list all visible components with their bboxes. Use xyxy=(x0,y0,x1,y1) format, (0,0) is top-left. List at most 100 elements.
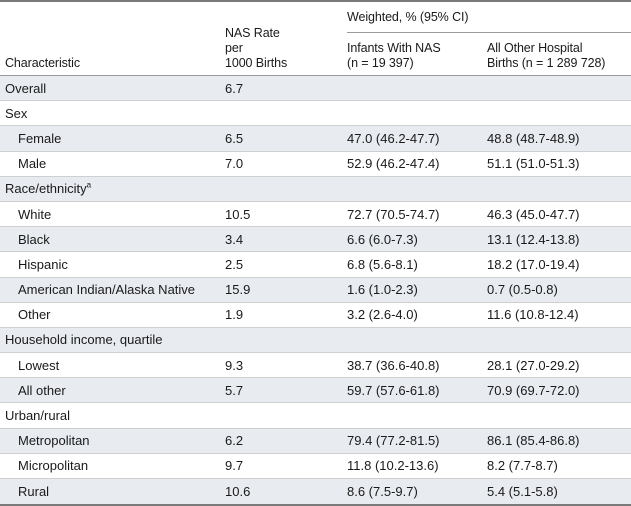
other-births-cell: 70.9 (69.7-72.0) xyxy=(487,377,631,404)
infants-nas-cell: 52.9 (46.2-47.4) xyxy=(347,151,487,177)
other-births-cell: 8.2 (7.7-8.7) xyxy=(487,453,631,480)
row-label-cell: Household income, quartile xyxy=(0,327,225,354)
nas-rate-cell: 2.5 xyxy=(225,251,347,278)
table-row: Urban/rural xyxy=(0,402,631,429)
table-row: Rural 10.6 8.6 (7.5-9.7) 5.4 (5.1-5.8) xyxy=(0,478,631,504)
row-label-cell: Other xyxy=(0,302,225,328)
row-label-cell: Micropolitan xyxy=(0,453,225,480)
row-label: Lowest xyxy=(18,357,60,373)
row-label: Female xyxy=(18,130,62,146)
row-label-cell: All other xyxy=(0,377,225,404)
row-label-cell: Hispanic xyxy=(0,251,225,278)
other-births-cell: 13.1 (12.4-13.8) xyxy=(487,226,631,253)
footnote-marker: a xyxy=(86,181,92,191)
table-row: Hispanic 2.5 6.8 (5.6-8.1) 18.2 (17.0-19.4) xyxy=(0,251,631,278)
other-births-cell: 5.4 (5.1-5.8) xyxy=(487,478,631,504)
other-births-cell xyxy=(487,402,631,429)
row-label: Male xyxy=(18,156,47,172)
header-infants-line1: Infants With NAS xyxy=(347,41,441,55)
table-row: Other 1.9 3.2 (2.6-4.0) 11.6 (10.8-12.4) xyxy=(0,302,631,328)
row-label-cell: White xyxy=(0,201,225,228)
header-infants-nas: Infants With NAS (n = 19 397) xyxy=(347,33,487,76)
other-births-cell: 51.1 (51.0-51.3) xyxy=(487,151,631,177)
infants-nas-cell: 47.0 (46.2-47.7) xyxy=(347,125,487,152)
header-characteristic: Characteristic xyxy=(5,56,81,70)
table-body: Overall 6.7 Sex Female 6.5 47.0 (46.2-47.7) 48… xyxy=(0,75,631,504)
other-births-cell xyxy=(487,75,631,102)
row-label-cell: Black xyxy=(0,226,225,253)
nas-rate-cell: 9.3 xyxy=(225,352,347,379)
header-other-births: All Other Hospital Births (n = 1 289 728… xyxy=(487,33,631,76)
row-label: Household income, quartile xyxy=(5,332,163,348)
header-others-line2: Births (n = 1 289 728) xyxy=(487,56,606,70)
table-row: White 10.5 72.7 (70.5-74.7) 46.3 (45.0-47.7… xyxy=(0,201,631,228)
row-label-cell: Overall xyxy=(0,75,225,102)
nas-rate-cell: 10.6 xyxy=(225,478,347,504)
infants-nas-cell xyxy=(347,327,487,354)
header-nas-rate-line3: 1000 Births xyxy=(225,56,288,70)
nas-rate-cell: 1.9 xyxy=(225,302,347,328)
row-label: Urban/rural xyxy=(5,408,71,424)
other-births-cell: 0.7 (0.5-0.8) xyxy=(487,277,631,303)
nas-rate-cell: 7.0 xyxy=(225,151,347,177)
nas-rate-cell: 10.5 xyxy=(225,201,347,228)
row-label: Race/ethnicity xyxy=(5,181,87,197)
infants-nas-cell: 1.6 (1.0-2.3) xyxy=(347,277,487,303)
other-births-cell: 46.3 (45.0-47.7) xyxy=(487,201,631,228)
row-label: Hispanic xyxy=(18,256,68,272)
row-label-cell: Sex xyxy=(0,100,225,127)
nas-rate-cell: 6.7 xyxy=(225,75,347,102)
other-births-cell: 28.1 (27.0-29.2) xyxy=(487,352,631,379)
infants-nas-cell: 6.6 (6.0-7.3) xyxy=(347,226,487,253)
table-header: Characteristic NAS Rate per 1000 Births … xyxy=(0,2,631,76)
nas-rate-cell xyxy=(225,402,347,429)
table-row: Household income, quartile xyxy=(0,327,631,354)
other-births-cell xyxy=(487,100,631,127)
nas-rate-cell xyxy=(225,100,347,127)
nas-rate-cell: 6.2 xyxy=(225,428,347,454)
infants-nas-cell: 79.4 (77.2-81.5) xyxy=(347,428,487,454)
row-label-cell: Female xyxy=(0,125,225,152)
infants-nas-cell: 72.7 (70.5-74.7) xyxy=(347,201,487,228)
infants-nas-cell: 8.6 (7.5-9.7) xyxy=(347,478,487,504)
row-label: Micropolitan xyxy=(18,458,89,474)
row-label: American Indian/Alaska Native xyxy=(18,282,196,298)
nas-rate-cell: 6.5 xyxy=(225,125,347,152)
infants-nas-cell xyxy=(347,402,487,429)
nas-rate-cell: 3.4 xyxy=(225,226,347,253)
table-row: Overall 6.7 xyxy=(0,75,631,102)
row-label: All other xyxy=(18,382,66,398)
other-births-cell: 86.1 (85.4-86.8) xyxy=(487,428,631,454)
row-label: Black xyxy=(18,231,50,247)
row-label: Rural xyxy=(18,483,50,499)
header-weighted: Weighted, % (95% CI) xyxy=(347,2,631,33)
infants-nas-cell: 38.7 (36.6-40.8) xyxy=(347,352,487,379)
table-row: Male 7.0 52.9 (46.2-47.4) 51.1 (51.0-51.3) xyxy=(0,151,631,177)
nas-rate-cell xyxy=(225,176,347,202)
table-row: American Indian/Alaska Native 15.9 1.6 (1.… xyxy=(0,277,631,303)
infants-nas-cell: 11.8 (10.2-13.6) xyxy=(347,453,487,480)
table-row: Race/ethnicitya xyxy=(0,176,631,202)
row-label-cell: Race/ethnicitya xyxy=(0,176,225,202)
row-label: White xyxy=(18,206,52,222)
header-infants-line2: (n = 19 397) xyxy=(347,56,414,70)
table-row: Female 6.5 47.0 (46.2-47.7) 48.8 (48.7-48.9… xyxy=(0,125,631,152)
other-births-cell: 48.8 (48.7-48.9) xyxy=(487,125,631,152)
row-label-cell: Rural xyxy=(0,478,225,504)
row-label: Other xyxy=(18,307,51,323)
nas-rate-cell xyxy=(225,327,347,354)
row-label-cell: Male xyxy=(0,151,225,177)
infants-nas-cell: 59.7 (57.6-61.8) xyxy=(347,377,487,404)
table-row: Metropolitan 6.2 79.4 (77.2-81.5) 86.1 (85.… xyxy=(0,428,631,454)
table-row: All other 5.7 59.7 (57.6-61.8) 70.9 (69.7-7… xyxy=(0,377,631,404)
infants-nas-cell: 3.2 (2.6-4.0) xyxy=(347,302,487,328)
infants-nas-cell: 6.8 (5.6-8.1) xyxy=(347,251,487,278)
other-births-cell xyxy=(487,176,631,202)
nas-rate-cell: 15.9 xyxy=(225,277,347,303)
infants-nas-cell xyxy=(347,100,487,127)
header-nas-rate: NAS Rate per 1000 Births xyxy=(225,2,347,76)
header-nas-rate-line2: per xyxy=(225,41,243,55)
row-label-cell: American Indian/Alaska Native xyxy=(0,277,225,303)
